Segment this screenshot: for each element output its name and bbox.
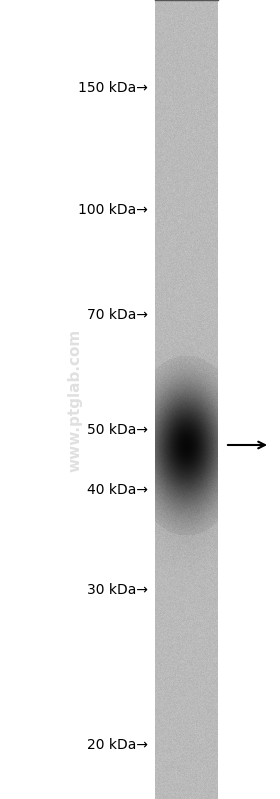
Text: 100 kDa→: 100 kDa→ bbox=[78, 203, 148, 217]
Text: 70 kDa→: 70 kDa→ bbox=[87, 308, 148, 322]
Text: 150 kDa→: 150 kDa→ bbox=[78, 81, 148, 95]
Text: 50 kDa→: 50 kDa→ bbox=[87, 423, 148, 437]
Text: 20 kDa→: 20 kDa→ bbox=[87, 738, 148, 752]
Text: www.ptglab.com: www.ptglab.com bbox=[67, 328, 83, 471]
Text: 40 kDa→: 40 kDa→ bbox=[87, 483, 148, 497]
Text: 30 kDa→: 30 kDa→ bbox=[87, 583, 148, 597]
